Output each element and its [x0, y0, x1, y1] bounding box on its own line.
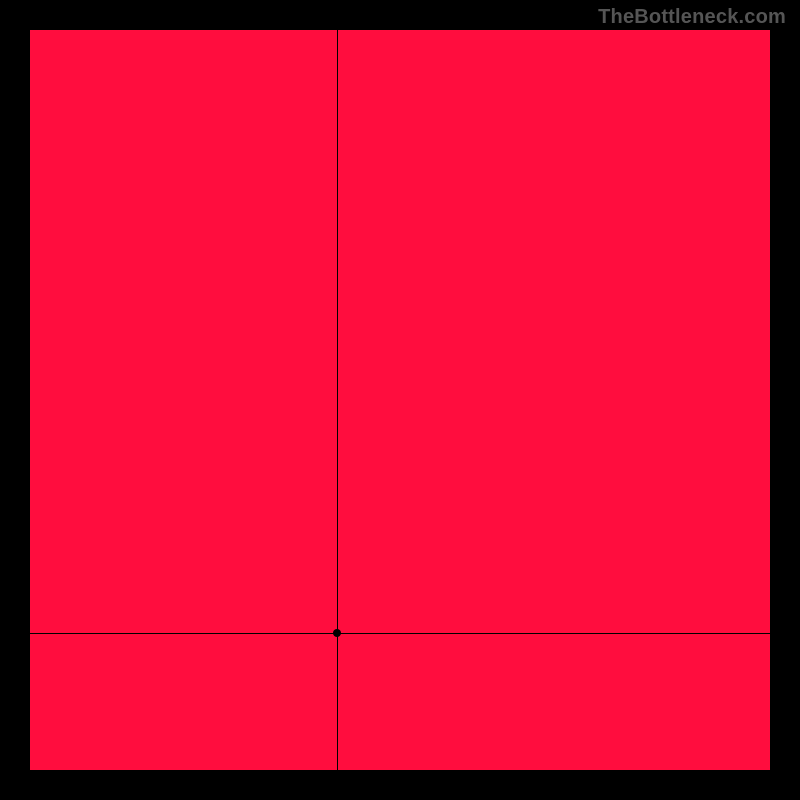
crosshair-vertical [337, 30, 338, 770]
bottleneck-heatmap [30, 30, 770, 770]
chart-container: TheBottleneck.com [0, 0, 800, 800]
crosshair-marker [333, 629, 341, 637]
watermark-text: TheBottleneck.com [598, 6, 786, 29]
crosshair-horizontal [30, 633, 770, 634]
